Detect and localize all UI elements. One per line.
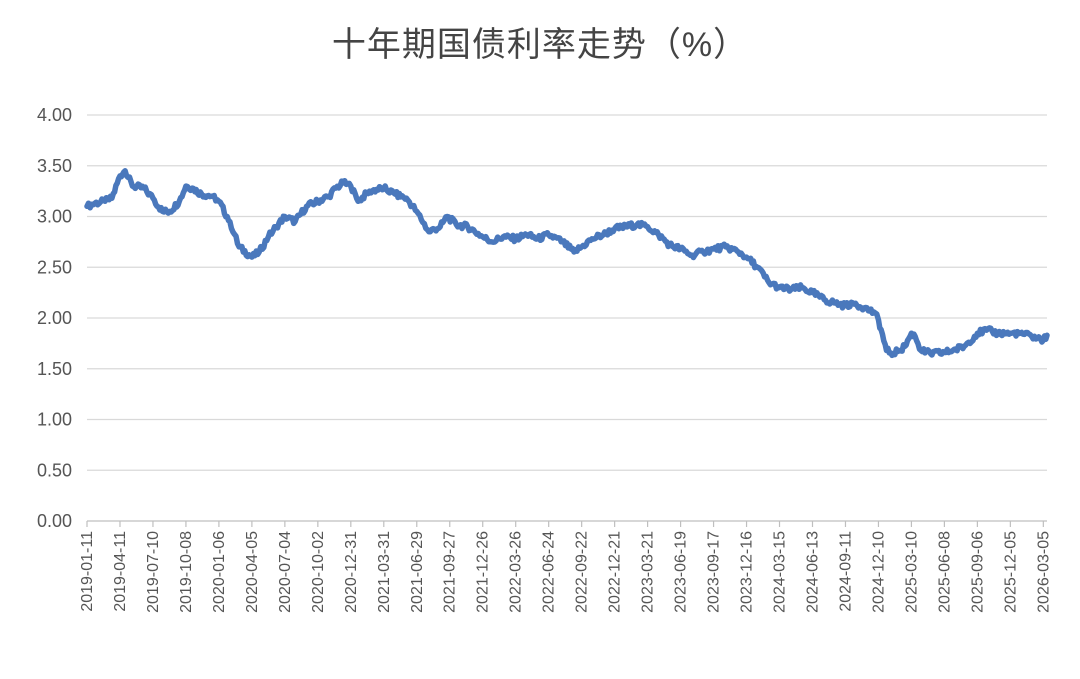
x-tick-label: 2022-03-26 — [508, 531, 525, 613]
x-tick-label: 2022-12-21 — [607, 531, 624, 613]
y-tick-label: 3.00 — [37, 207, 72, 227]
x-tick-label: 2023-09-17 — [706, 531, 723, 613]
y-tick-label: 4.00 — [37, 105, 72, 125]
x-tick-label: 2026-03-05 — [1035, 531, 1052, 613]
y-tick-label: 0.50 — [37, 460, 72, 480]
x-tick-label: 2020-01-06 — [211, 531, 228, 613]
series-group — [84, 168, 1050, 359]
x-tick-label: 2025-12-05 — [1002, 531, 1019, 613]
x-tick-label: 2020-07-04 — [277, 531, 294, 613]
x-tick-label: 2025-06-08 — [936, 531, 953, 613]
y-tick-label: 3.50 — [37, 156, 72, 176]
x-tick-label: 2019-01-11 — [79, 531, 96, 612]
x-tick-label: 2024-06-13 — [804, 531, 821, 613]
x-tick-label: 2021-03-31 — [376, 531, 393, 613]
y-tick-label: 1.50 — [37, 359, 72, 379]
y-tick-label: 2.50 — [37, 257, 72, 277]
x-tick-label: 2021-09-27 — [442, 531, 459, 613]
x-tick-label: 2024-12-10 — [870, 531, 887, 613]
x-tick-label: 2020-12-31 — [343, 531, 360, 613]
x-tick-label: 2022-09-22 — [574, 531, 591, 613]
series-line — [84, 168, 1050, 359]
y-tick-label: 0.00 — [37, 511, 72, 531]
x-axis-group: 2019-01-11 2019-04-11 2019-07-10 2019-10-08… — [79, 520, 1052, 613]
x-tick-label: 2023-12-16 — [739, 531, 756, 613]
x-tick-label: 2020-10-02 — [310, 531, 327, 613]
x-tick-label: 2021-12-26 — [475, 531, 492, 613]
x-tick-label: 2019-07-10 — [145, 531, 162, 613]
y-tick-labels-group: 0.00 0.50 1.00 1.50 2.00 2.50 3.00 3.50 4.00 — [37, 105, 72, 531]
chart-title: 十年期国债利率走势（%） — [332, 26, 748, 64]
x-tick-label: 2021-06-29 — [409, 531, 426, 613]
x-tick-label: 2025-03-10 — [903, 531, 920, 613]
x-tick-label: 2019-04-11 — [112, 531, 129, 612]
gridlines-group — [87, 114, 1047, 471]
x-tick-label: 2019-10-08 — [178, 531, 195, 613]
x-tick-label: 2025-09-06 — [969, 531, 986, 613]
x-tick-label: 2023-03-21 — [640, 531, 657, 613]
x-tick-label: 2023-06-19 — [673, 531, 690, 613]
x-tick-label: 2020-04-05 — [244, 531, 261, 613]
y-tick-label: 1.00 — [37, 410, 72, 430]
x-tick-label: 2022-06-24 — [541, 531, 558, 613]
x-tick-label: 2024-09-11 — [837, 531, 854, 612]
x-tick-label: 2024-03-15 — [772, 531, 789, 613]
y-tick-label: 2.00 — [37, 308, 72, 328]
